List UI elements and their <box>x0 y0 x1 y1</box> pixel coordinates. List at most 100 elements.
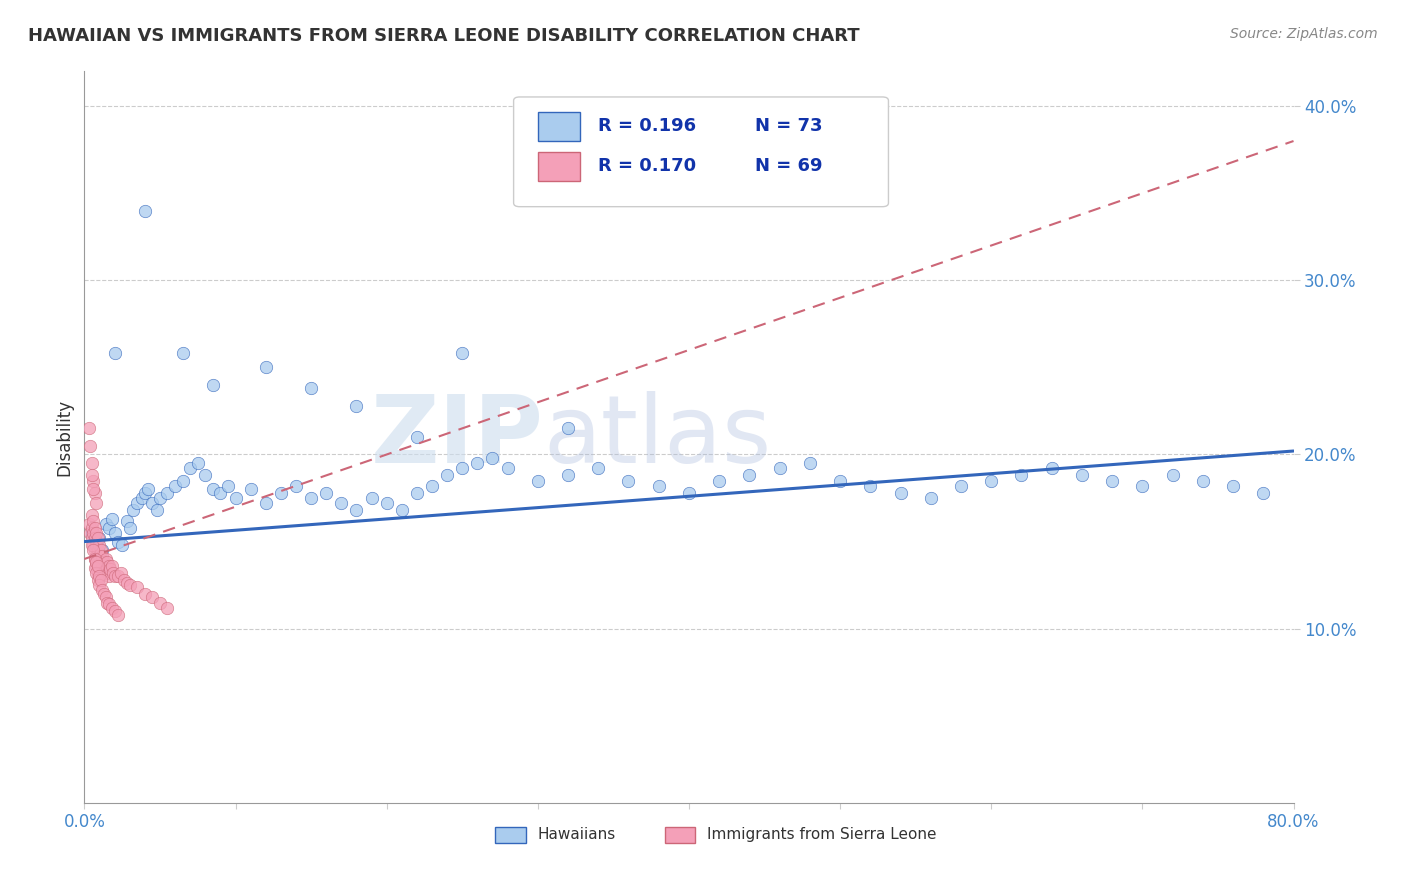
Point <box>920 491 942 505</box>
Point <box>89 569 111 583</box>
Point <box>134 587 156 601</box>
Text: atlas: atlas <box>544 391 772 483</box>
Text: R = 0.196: R = 0.196 <box>599 117 696 136</box>
Point <box>187 456 209 470</box>
Point <box>330 496 353 510</box>
Point <box>346 399 368 413</box>
Point <box>859 479 882 493</box>
Point <box>496 461 519 475</box>
Point <box>678 485 700 500</box>
Point <box>156 600 179 615</box>
Point <box>104 569 127 583</box>
Point <box>315 485 337 500</box>
Point <box>115 514 138 528</box>
Point <box>96 566 118 580</box>
Point <box>80 508 103 523</box>
Point <box>89 578 111 592</box>
Point <box>84 531 107 545</box>
Point <box>769 461 792 475</box>
Point <box>86 549 108 563</box>
Point <box>86 556 108 570</box>
Point <box>201 483 224 497</box>
Point <box>149 595 172 609</box>
Point <box>89 558 111 573</box>
Point <box>87 566 110 580</box>
Point <box>91 583 114 598</box>
Point <box>1101 474 1123 488</box>
Point <box>80 531 103 545</box>
Point <box>82 538 104 552</box>
Point <box>77 517 100 532</box>
Point <box>97 521 120 535</box>
Point <box>90 543 112 558</box>
Point <box>134 485 156 500</box>
FancyBboxPatch shape <box>538 112 581 141</box>
Point <box>87 556 110 570</box>
Point <box>97 597 120 611</box>
Point <box>90 573 112 587</box>
Point <box>127 496 149 510</box>
Point <box>201 377 224 392</box>
Point <box>118 578 141 592</box>
Point <box>84 552 107 566</box>
Point <box>299 381 322 395</box>
Point <box>87 573 110 587</box>
Point <box>406 485 429 500</box>
Point <box>82 543 104 558</box>
Point <box>97 569 120 583</box>
Point <box>134 203 156 218</box>
Point <box>1192 474 1215 488</box>
Point <box>254 496 277 510</box>
Point <box>100 512 122 526</box>
Point <box>91 549 114 563</box>
Point <box>209 485 232 500</box>
Point <box>420 479 443 493</box>
Point <box>588 461 610 475</box>
Text: N = 73: N = 73 <box>755 117 823 136</box>
Point <box>1253 485 1275 500</box>
Point <box>87 531 110 545</box>
Point <box>156 485 179 500</box>
Point <box>93 556 115 570</box>
Point <box>285 479 308 493</box>
Point <box>82 483 104 497</box>
Point <box>86 538 108 552</box>
Point <box>84 485 107 500</box>
Point <box>101 566 124 580</box>
Point <box>890 485 912 500</box>
Point <box>360 491 382 505</box>
Point <box>96 595 118 609</box>
Point <box>91 558 114 573</box>
Text: R = 0.170: R = 0.170 <box>599 158 696 176</box>
Point <box>648 479 671 493</box>
Point <box>93 566 115 580</box>
Point <box>131 491 153 505</box>
Point <box>84 543 107 558</box>
Point <box>557 421 579 435</box>
Point <box>86 538 108 552</box>
Point <box>436 468 458 483</box>
Point <box>136 483 159 497</box>
Point <box>82 514 104 528</box>
Point <box>84 552 107 566</box>
Point <box>86 566 108 580</box>
Point <box>104 525 127 540</box>
Point <box>254 360 277 375</box>
Point <box>1222 479 1244 493</box>
Point <box>1161 468 1184 483</box>
Point <box>94 562 117 576</box>
FancyBboxPatch shape <box>538 152 581 181</box>
Point <box>90 566 112 580</box>
FancyBboxPatch shape <box>513 97 889 207</box>
Y-axis label: Disability: Disability <box>55 399 73 475</box>
Point <box>165 479 187 493</box>
Point <box>375 496 398 510</box>
FancyBboxPatch shape <box>665 827 695 843</box>
Point <box>346 503 368 517</box>
Point <box>1011 468 1033 483</box>
Point <box>980 474 1002 488</box>
Text: ZIP: ZIP <box>371 391 544 483</box>
Point <box>141 496 163 510</box>
Point <box>96 556 118 570</box>
Text: HAWAIIAN VS IMMIGRANTS FROM SIERRA LEONE DISABILITY CORRELATION CHART: HAWAIIAN VS IMMIGRANTS FROM SIERRA LEONE… <box>28 27 859 45</box>
